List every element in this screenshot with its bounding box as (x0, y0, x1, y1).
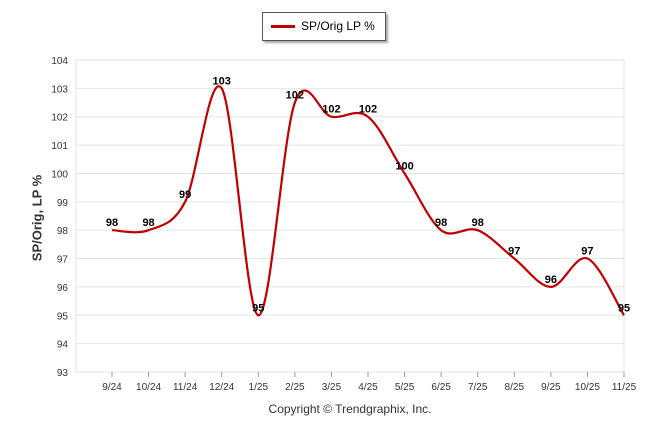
x-tick-label: 9/24 (102, 382, 122, 393)
data-label-9/25: 96 (545, 274, 557, 286)
x-tick-label: 1/25 (249, 382, 269, 393)
x-tick-label: 11/25 (612, 382, 637, 393)
data-label-4/25: 102 (359, 104, 377, 116)
x-tick-label: 9/25 (541, 382, 561, 393)
grid-lines (75, 59, 625, 373)
legend-label: SP/Orig LP % (301, 19, 375, 33)
data-label-9/24: 98 (106, 217, 118, 229)
y-tick-103: 103 (51, 84, 68, 95)
y-tick-98: 98 (57, 226, 69, 237)
data-label-7/25: 98 (472, 217, 484, 229)
data-label-8/25: 97 (508, 246, 520, 258)
y-axis-title: SP/Orig, LP % (29, 174, 45, 262)
y-tick-94: 94 (57, 340, 69, 351)
x-tick-label: 10/25 (575, 382, 600, 393)
series-line-sp-orig-lp (111, 85, 625, 317)
data-label-3/25: 102 (322, 104, 340, 116)
data-label-2/25: 102 (286, 90, 304, 102)
y-tick-97: 97 (57, 255, 69, 266)
x-tick-label: 12/24 (209, 382, 234, 393)
x-tick-label: 3/25 (322, 382, 342, 393)
x-tick-label: 7/25 (468, 382, 488, 393)
y-tick-93: 93 (57, 368, 69, 379)
data-label-5/25: 100 (395, 160, 413, 172)
x-tick-label: 10/24 (136, 382, 161, 393)
data-label-12/24: 103 (213, 75, 231, 87)
y-tick-96: 96 (57, 283, 69, 294)
data-labels: 98 98 99 103 95 102 102 102 100 98 98 97 96 97 95 (106, 75, 630, 314)
y-tick-95: 95 (57, 311, 69, 322)
data-label-10/25: 97 (581, 246, 593, 258)
y-tick-104: 104 (51, 56, 68, 67)
x-tick-label: 8/25 (505, 382, 525, 393)
y-tick-labels: 93 94 95 96 97 98 99 100 101 102 103 104 (51, 56, 68, 379)
x-tick-label: 4/25 (358, 382, 378, 393)
x-tick-label: 2/25 (285, 382, 305, 393)
x-tick-label: 6/25 (431, 382, 451, 393)
data-label-10/24: 98 (142, 217, 154, 229)
y-tick-100: 100 (51, 169, 68, 180)
data-label-6/25: 98 (435, 217, 447, 229)
data-label-1/25: 95 (252, 302, 264, 314)
legend-swatch (271, 25, 295, 28)
x-tick-labels: 9/24 10/24 11/24 12/24 1/25 2/25 3/25 4/25 5/25 6… (102, 372, 637, 393)
legend: SP/Orig LP % (262, 12, 386, 41)
copyright-text: Copyright © Trendgraphix, Inc. (268, 402, 432, 416)
x-tick-label: 5/25 (395, 382, 415, 393)
y-tick-101: 101 (51, 141, 68, 152)
y-tick-102: 102 (51, 113, 68, 124)
data-label-11/24: 99 (179, 189, 191, 201)
x-tick-label: 11/24 (173, 382, 198, 393)
y-tick-99: 99 (57, 198, 69, 209)
data-label-11/25: 95 (618, 302, 630, 314)
